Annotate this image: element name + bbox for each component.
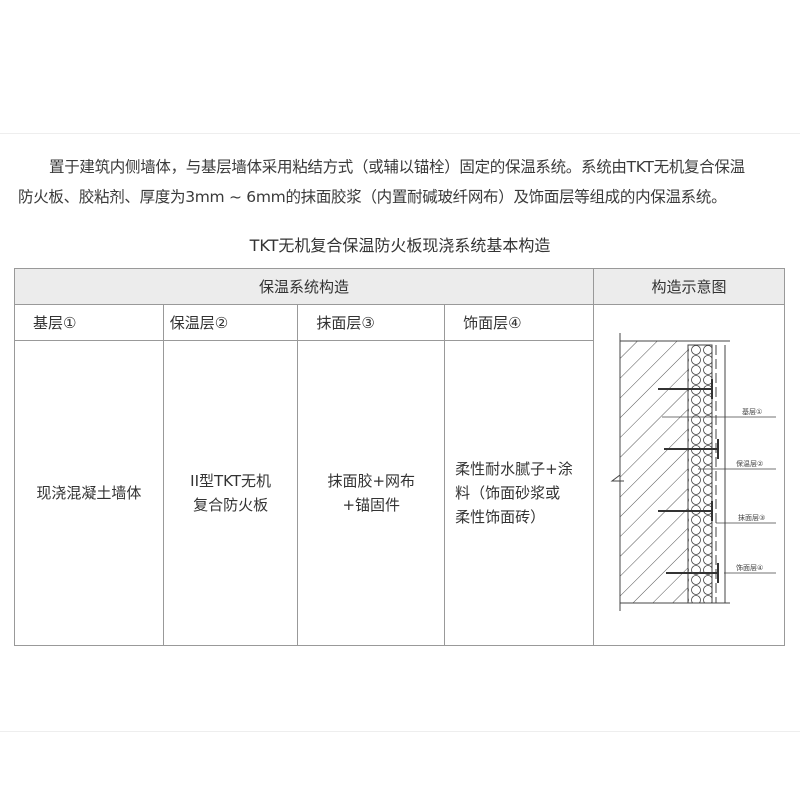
header-structure: 保温系统构造	[14, 268, 594, 305]
header-diagram: 构造示意图	[593, 268, 785, 305]
diagram-label-base: 基层①	[742, 407, 762, 416]
cell-insulation: II型TKT无机 复合防火板	[162, 340, 299, 646]
col-base: 基层①	[14, 303, 164, 342]
intro-line-1: 置于建筑内侧墙体，与基层墙体采用粘结方式（或辅以锚栓）固定的保温系统。系统由TK…	[49, 158, 745, 176]
bottom-rule	[0, 731, 800, 732]
construction-diagram: 基层① 保温层② 抹面层③ 饰面层④	[610, 333, 776, 611]
col-finish: 饰面层④	[444, 303, 594, 342]
table-title: TKT无机复合保温防火板现浇系统基本构造	[249, 236, 551, 255]
cell-base: 现浇混凝土墙体	[14, 340, 164, 646]
insulation-board	[687, 344, 713, 604]
intro-line-2: 防火板、胶粘剂、厚度为3mm ~ 6mm的抹面胶浆（内置耐碱玻纤网布）及饰面层等…	[18, 188, 727, 206]
cell-plaster: 抹面胶+网布 +锚固件	[297, 340, 446, 646]
cell-finish: 柔性耐水腻子+涂 料（饰面砂浆或 柔性饰面砖）	[444, 340, 594, 646]
col-insulation: 保温层②	[162, 303, 299, 342]
anchor-bolts	[658, 379, 719, 583]
construction-table: 保温系统构造 构造示意图 基层① 保温层② 抹面层③ 饰面层④ 基层① 保温层②…	[14, 268, 785, 646]
diagram-label-insulation: 保温层②	[736, 459, 763, 468]
intro-paragraph: 置于建筑内侧墙体，与基层墙体采用粘结方式（或辅以锚栓）固定的保温系统。系统由TK…	[18, 152, 788, 212]
diagram-cell: 基层① 保温层② 抹面层③ 饰面层④	[593, 304, 785, 646]
concrete-wall	[610, 333, 730, 611]
diagram-label-plaster: 抹面层③	[738, 513, 765, 522]
diagram-label-finish: 饰面层④	[736, 563, 763, 572]
top-rule	[0, 133, 800, 134]
col-plaster: 抹面层③	[297, 303, 446, 342]
